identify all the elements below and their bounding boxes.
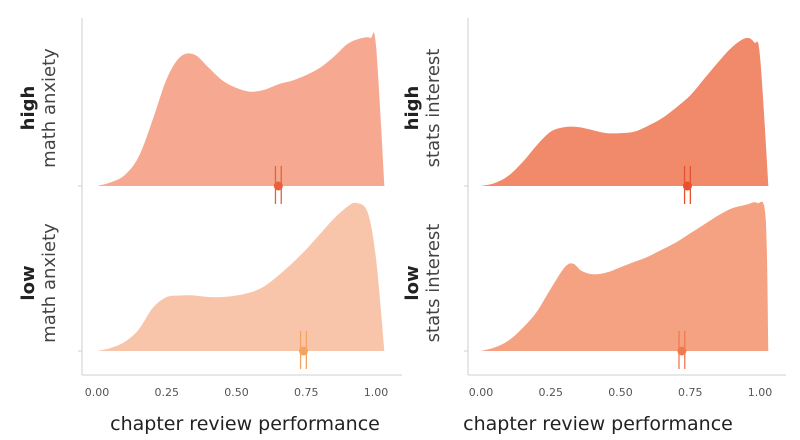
x-tick-label: 0.25 (155, 386, 180, 399)
mean-point-high-math-anxiety (273, 181, 283, 191)
x-tick-label: 0.50 (224, 386, 249, 399)
mean-point-low-math-anxiety (298, 346, 308, 356)
panel-math-anxiety: 0.00 0.25 0.50 0.75 1.00 chapter review perfo… (18, 18, 402, 435)
density-area-high-stats-interest (481, 37, 769, 187)
x-tick-label: 0.00 (469, 386, 494, 399)
group-label-high-stats-interest: highstats interest (402, 49, 444, 168)
x-axis-title: chapter review performance (463, 413, 733, 435)
x-tick-label: 1.00 (748, 386, 773, 399)
x-tick-label: 0.00 (85, 386, 110, 399)
group-label-high-math-anxiety: highmath anxiety (18, 48, 60, 168)
mean-point-low-stats-interest (677, 346, 687, 356)
x-tick-label: 0.50 (608, 386, 633, 399)
density-area-high-math-anxiety (97, 32, 385, 186)
group-label-variable: stats interest (423, 49, 444, 168)
group-label-level: high (18, 86, 39, 131)
x-tick-label: 1.00 (364, 386, 389, 399)
density-area-low-stats-interest (481, 201, 769, 351)
group-label-variable: math anxiety (39, 223, 60, 343)
group-label-low-stats-interest: lowstats interest (402, 224, 444, 343)
group-label-variable: stats interest (423, 224, 444, 343)
group-label-level: high (402, 86, 423, 131)
x-tick-label: 0.75 (678, 386, 703, 399)
panel-stats-interest: 0.00 0.25 0.50 0.75 1.00 chapter review perfo… (402, 18, 786, 435)
group-label-variable: math anxiety (39, 48, 60, 168)
x-tick-label: 0.75 (294, 386, 319, 399)
group-label-level: low (402, 265, 423, 300)
x-tick-label: 0.25 (539, 386, 564, 399)
density-area-low-math-anxiety (97, 202, 385, 351)
group-label-level: low (18, 265, 39, 300)
group-label-low-math-anxiety: lowmath anxiety (18, 223, 60, 343)
mean-point-high-stats-interest (682, 181, 692, 191)
x-axis-title: chapter review performance (110, 413, 380, 435)
